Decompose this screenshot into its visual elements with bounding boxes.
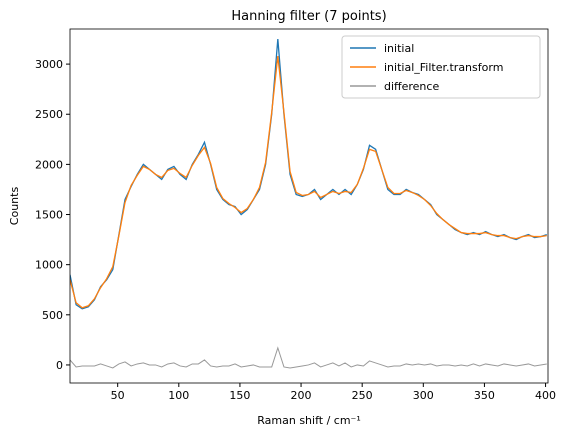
- legend-label: initial_Filter.transform: [384, 61, 503, 74]
- y-axis-label: Counts: [8, 187, 21, 226]
- legend-label: difference: [384, 80, 439, 93]
- y-tick-label: 500: [42, 309, 63, 322]
- series-line: [70, 56, 547, 309]
- y-tick-label: 2500: [35, 108, 63, 121]
- axes-frame: [69, 28, 549, 384]
- chart-title: Hanning filter (7 points): [231, 9, 386, 24]
- x-tick-label: 50: [111, 389, 125, 402]
- y-tick-label: 0: [56, 359, 63, 372]
- x-tick-label: 250: [352, 389, 373, 402]
- x-axis-label: Raman shift / cm⁻¹: [257, 414, 361, 427]
- x-tick-label: 150: [229, 389, 250, 402]
- y-tick-label: 1500: [35, 209, 63, 222]
- x-tick-label: 100: [168, 389, 189, 402]
- legend-box: [341, 35, 541, 99]
- x-tick-label: 400: [535, 389, 556, 402]
- series-line: [70, 346, 547, 369]
- x-tick-label: 350: [474, 389, 495, 402]
- y-tick-label: 3000: [35, 58, 63, 71]
- y-tick-label: 1000: [35, 259, 63, 272]
- x-tick-label: 300: [413, 389, 434, 402]
- y-tick-label: 2000: [35, 158, 63, 171]
- legend-label: initial: [384, 42, 414, 55]
- x-tick-label: 200: [291, 389, 312, 402]
